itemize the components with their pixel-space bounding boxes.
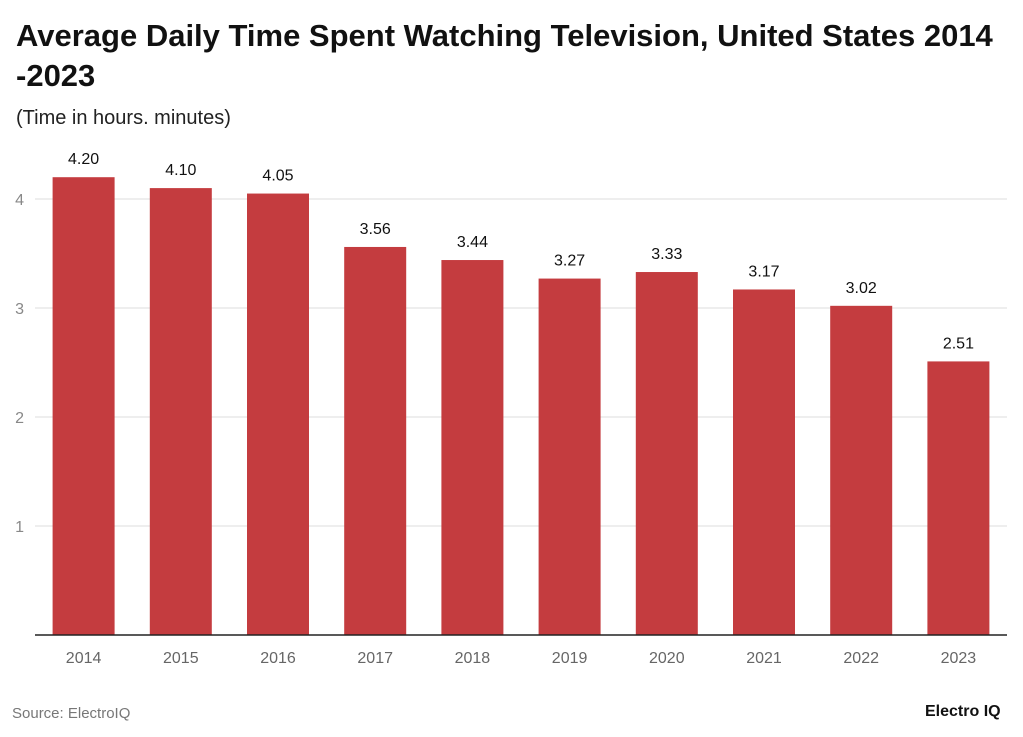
- y-tick-label: 4: [15, 192, 24, 209]
- x-tick-label: 2018: [455, 650, 491, 667]
- data-label: 3.02: [846, 280, 877, 297]
- data-label: 4.10: [165, 162, 196, 179]
- bar: [733, 289, 795, 635]
- data-label: 4.20: [68, 151, 99, 168]
- x-tick-label: 2022: [843, 650, 879, 667]
- y-tick-label: 3: [15, 301, 24, 318]
- bar: [52, 177, 115, 635]
- bar: [538, 278, 601, 635]
- brand-logo: Electro IQ: [925, 703, 1001, 720]
- chart-subtitle: (Time in hours. minutes): [16, 107, 231, 129]
- bar: [344, 246, 407, 635]
- x-tick-label: 2021: [746, 650, 782, 667]
- bar: [441, 260, 504, 635]
- y-tick-label: 1: [15, 519, 24, 536]
- data-label: 3.44: [457, 234, 488, 251]
- data-label: 3.27: [554, 253, 585, 270]
- data-label: 4.05: [262, 168, 293, 185]
- data-label: 3.56: [360, 221, 391, 238]
- x-tick-label: 2016: [260, 650, 296, 667]
- data-label: 3.33: [651, 246, 682, 263]
- chart-title: Average Daily Time Spent Watching Televi…: [16, 18, 993, 93]
- x-tick-label: 2014: [66, 650, 102, 667]
- x-tick-label: 2017: [357, 650, 393, 667]
- bar: [247, 193, 309, 636]
- x-tick-label: 2023: [941, 650, 977, 667]
- bar: [927, 361, 990, 635]
- x-tick-label: 2015: [163, 650, 199, 667]
- x-tick-label: 2020: [649, 650, 685, 667]
- bar: [149, 188, 212, 635]
- data-label: 3.17: [748, 263, 779, 280]
- y-tick-label: 2: [15, 410, 24, 427]
- bar: [830, 305, 893, 635]
- data-label: 2.51: [943, 335, 974, 352]
- bar: [635, 272, 698, 635]
- x-tick-label: 2019: [552, 650, 588, 667]
- source-note: Source: ElectroIQ: [12, 705, 131, 722]
